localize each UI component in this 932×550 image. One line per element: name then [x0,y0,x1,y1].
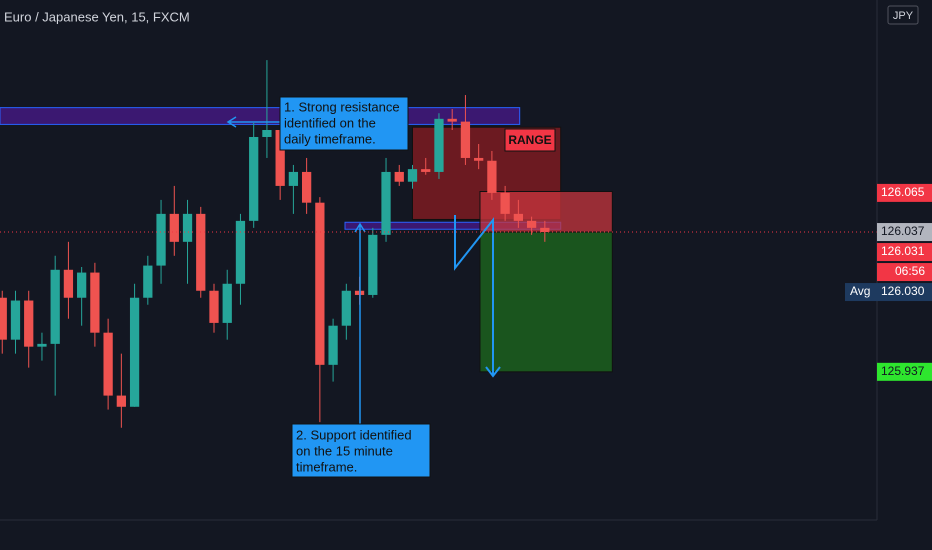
annotation-text: on the 15 minute [296,443,393,458]
candle-body [315,202,325,365]
candles [0,60,550,428]
candle-body [381,171,391,235]
candle-body [275,130,285,186]
annotation-text: timeframe. [296,459,357,474]
candle-body [434,118,444,172]
candle-body [169,213,179,242]
candle-body [474,157,484,161]
price-tag-label: 125.937 [881,364,925,378]
annotation-box [279,96,409,151]
candle-body [407,169,418,182]
candle-body [540,227,550,233]
range-label-box [504,128,556,152]
avg-label: Avg [850,284,870,298]
arrow [226,116,280,128]
price-tag [877,183,932,202]
candle-body [116,395,126,407]
candle-body [460,121,471,158]
candle-body [196,213,206,291]
candle-body [156,213,166,266]
zone [479,191,613,233]
candle-body [301,171,312,203]
candle-body [526,220,537,228]
candle-body [222,283,232,323]
price-tag-label: 126.065 [881,185,925,199]
annotation-box [291,423,431,478]
countdown-tag [877,263,932,282]
candle-body [328,325,338,365]
avg-value: 126.030 [881,284,925,298]
candle-body [341,290,351,326]
candle-body [37,343,47,347]
candle-body [447,118,457,122]
price-tag [877,223,932,242]
candle-body [77,272,87,298]
candle-body [394,171,404,182]
price-tag-label: 126.031 [881,244,925,258]
candle-body [288,171,299,186]
candle-body [10,300,21,340]
candle-body [0,297,7,340]
price-tag-label: 126.037 [881,224,925,238]
overlays: 1. Strong resistance identified on the d… [0,96,877,478]
candle-body [421,169,431,172]
candle-body [143,265,153,298]
candle-body [368,234,378,295]
countdown: 06:56 [895,264,925,278]
axes: 126.065 126.037 126.031 06:56 Avg 126.030 125.… [845,183,932,381]
candle-body [249,136,259,221]
arrow [454,215,501,378]
candle-body [24,300,34,347]
annotation-text: 2. Support identified [296,427,412,442]
annotation-text: daily timeframe. [284,131,376,146]
avg-tag [845,283,932,302]
candle-body [63,269,74,298]
candle-body [129,297,140,407]
candle-body [209,290,219,323]
candle-body [235,220,246,284]
chart-title: Euro / Japanese Yen, 15, FXCM [4,9,190,24]
candle-body [50,269,60,344]
zone [479,231,613,373]
currency: JPY [893,10,914,22]
candle-body [90,272,100,333]
price-tag [877,243,932,262]
annotation-text: 1. Strong resistance [284,99,400,114]
range-label: RANGE [508,133,551,147]
annotation-text: identified on the [284,115,376,130]
candle-body [262,130,272,137]
arrow [354,222,366,424]
candle-body [500,192,510,214]
price-tag [877,362,932,381]
candle-body [487,160,497,193]
candle-body [182,213,193,242]
candle-body [103,332,113,396]
candle-body [513,213,523,221]
currency-box [887,5,919,25]
